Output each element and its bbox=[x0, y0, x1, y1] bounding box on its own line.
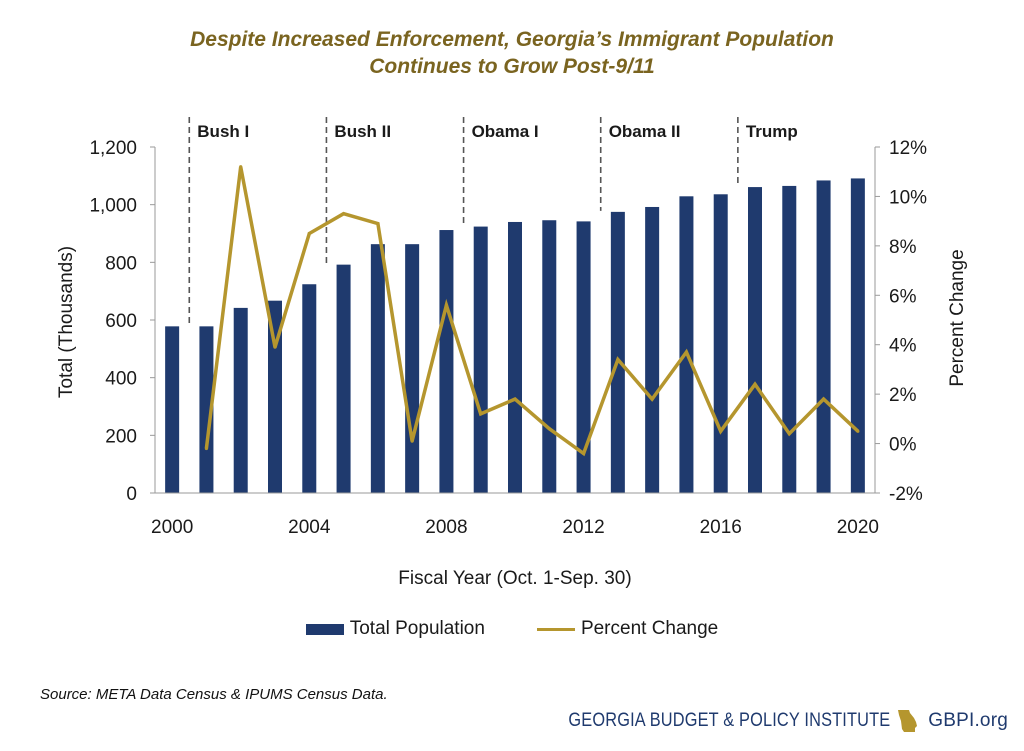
period-label-4: Obama II bbox=[609, 122, 681, 141]
y-tick-label-0: 0 bbox=[126, 484, 137, 505]
y2-tick-label-12: 12% bbox=[889, 138, 927, 159]
georgia-state-icon bbox=[898, 710, 918, 732]
percent-change-point-2020 bbox=[856, 429, 860, 433]
percent-change-point-2005 bbox=[341, 212, 346, 216]
bar-2002 bbox=[233, 307, 248, 493]
bar-2010 bbox=[508, 221, 522, 493]
x-tick-label-2004: 2004 bbox=[288, 517, 331, 538]
legend-label-percent-change: Percent Change bbox=[580, 618, 719, 639]
percent-change-point-2009 bbox=[479, 412, 483, 416]
title-line-2: Continues to Grow Post-9/11 bbox=[369, 55, 655, 78]
percent-change-point-2018 bbox=[787, 432, 791, 436]
y-tick-label-200: 200 bbox=[105, 426, 137, 447]
legend-item-total-population: Total Population bbox=[305, 618, 485, 640]
period-label-5: Trump bbox=[746, 122, 798, 141]
x-tick-label-2008: 2008 bbox=[425, 517, 467, 538]
bar-2019 bbox=[816, 180, 831, 494]
source-note: Source: META Data Census & IPUMS Census … bbox=[40, 686, 388, 703]
bar-2011 bbox=[542, 220, 557, 493]
chart-title: Despite Increased Enforcement, Georgia’s… bbox=[0, 26, 1024, 80]
percent-change-point-2014 bbox=[650, 397, 654, 401]
x-tick-label-2016: 2016 bbox=[700, 517, 742, 538]
y-axis-title-left: Total (Thousands) bbox=[56, 246, 77, 398]
bar-2001 bbox=[199, 326, 214, 493]
period-label-3: Obama I bbox=[472, 122, 539, 141]
y2-tick-label-10: 10% bbox=[889, 187, 927, 208]
bar-2006 bbox=[370, 244, 385, 493]
bar-2000 bbox=[165, 326, 180, 493]
percent-change-point-2007 bbox=[410, 439, 414, 443]
title-line-1: Despite Increased Enforcement, Georgia’s… bbox=[190, 28, 834, 51]
percent-change-point-2001 bbox=[204, 446, 209, 451]
y2-tick-label-0: 0% bbox=[889, 435, 917, 456]
legend-item-percent-change: Percent Change bbox=[485, 618, 718, 640]
percent-change-point-2012 bbox=[581, 451, 586, 456]
bar-2012 bbox=[576, 221, 591, 493]
bar-2005 bbox=[336, 264, 351, 493]
percent-change-line bbox=[204, 166, 860, 457]
percent-change-point-2011 bbox=[547, 427, 551, 431]
legend-line-swatch bbox=[536, 627, 575, 631]
bar-2009 bbox=[473, 226, 488, 493]
percent-change-point-2008 bbox=[444, 303, 449, 307]
percent-change-point-2010 bbox=[513, 397, 517, 401]
bar-2003 bbox=[268, 300, 282, 493]
footer-brand: GEORGIA BUDGET & POLICY INSTITUTE GBPI.o… bbox=[516, 709, 1008, 733]
x-tick-label-2020: 2020 bbox=[837, 517, 879, 538]
percent-change-point-2006 bbox=[376, 222, 380, 226]
percent-change-point-2015 bbox=[684, 350, 689, 354]
y-tick-label-600: 600 bbox=[105, 311, 137, 332]
percent-change-point-2016 bbox=[719, 429, 723, 433]
x-tick-label-2000: 2000 bbox=[151, 517, 193, 538]
x-axis-title: Fiscal Year (Oct. 1-Sep. 30) bbox=[398, 568, 631, 589]
period-label-1: Bush I bbox=[197, 122, 249, 141]
y-tick-label-1000: 1,000 bbox=[89, 196, 137, 217]
period-label-2: Bush II bbox=[334, 122, 391, 141]
y-tick-label-1200: 1,200 bbox=[89, 138, 137, 159]
percent-change-point-2019 bbox=[821, 397, 826, 401]
legend: Total Population Percent Change bbox=[0, 618, 1024, 640]
percent-change-point-2004 bbox=[307, 231, 311, 236]
y-tick-label-800: 800 bbox=[105, 253, 137, 274]
legend-bar-swatch bbox=[305, 623, 344, 635]
percent-change-point-2002 bbox=[239, 165, 243, 169]
y-axis-title-right: Percent Change bbox=[947, 249, 968, 386]
y2-tick-label-4: 4% bbox=[889, 336, 917, 357]
x-tick-label-2012: 2012 bbox=[562, 517, 604, 538]
y-tick-label-400: 400 bbox=[105, 369, 137, 390]
legend-label-total-population: Total Population bbox=[349, 618, 485, 639]
bar-2018 bbox=[782, 185, 797, 494]
y2-tick-label-6: 6% bbox=[889, 286, 917, 307]
bar-2016 bbox=[713, 194, 728, 493]
percent-change-point-2013 bbox=[616, 357, 620, 362]
y2-tick-label-8: 8% bbox=[889, 237, 917, 258]
percent-change-point-2017 bbox=[753, 382, 757, 386]
bar-2017 bbox=[748, 187, 762, 493]
percent-change-point-2003 bbox=[273, 345, 277, 349]
footer-org-name: GEORGIA BUDGET & POLICY INSTITUTE bbox=[568, 710, 891, 731]
bar-2004 bbox=[302, 284, 317, 493]
bar-2015 bbox=[679, 196, 694, 493]
bar-2007 bbox=[405, 244, 420, 493]
y2-tick-label--2: -2% bbox=[889, 484, 923, 505]
bar-2014 bbox=[645, 206, 660, 493]
bar-2020 bbox=[850, 178, 865, 493]
bar-2008 bbox=[439, 230, 454, 494]
y2-tick-label-2: 2% bbox=[889, 385, 917, 406]
footer-website: GBPI.org bbox=[928, 710, 1008, 731]
bar-2013 bbox=[610, 211, 625, 493]
